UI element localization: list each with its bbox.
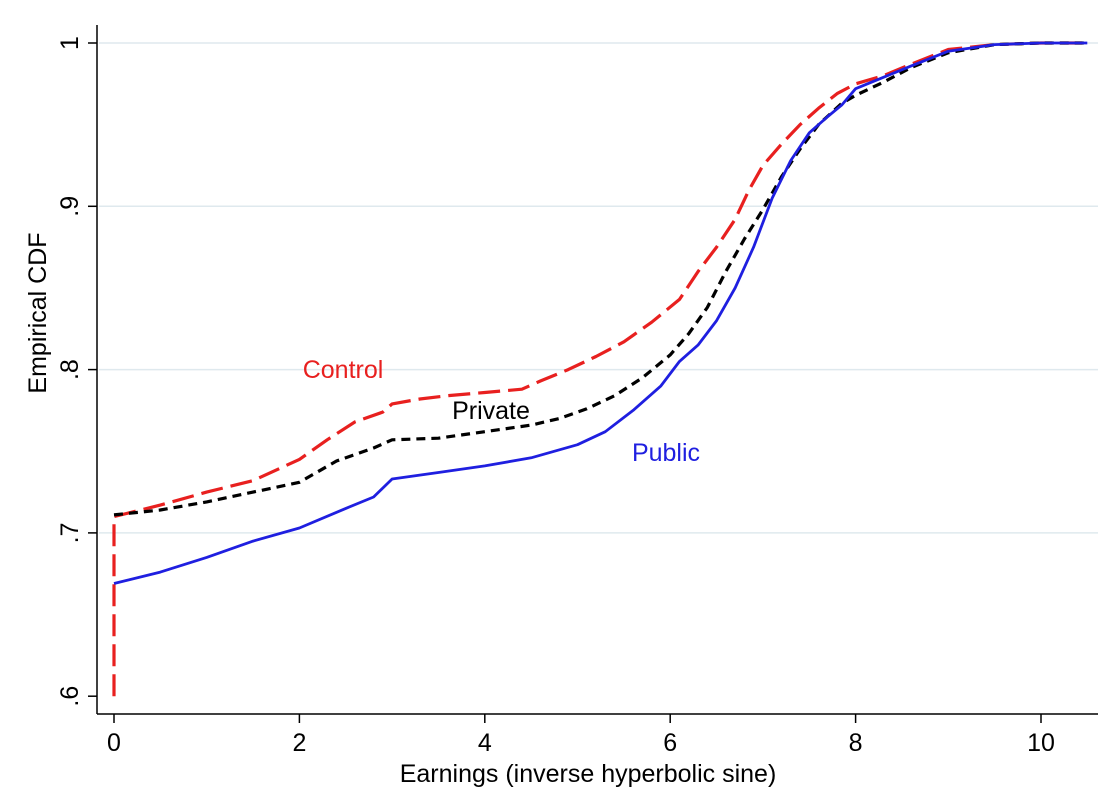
series-label-public: Public — [632, 439, 700, 467]
series-line-public — [113, 41, 1088, 585]
series-line-control — [112, 41, 1088, 697]
y-tick-label-0: .6 — [56, 686, 84, 707]
series-line-private — [113, 41, 1088, 517]
y-axis-title: Empirical CDF — [24, 232, 52, 393]
gridlines — [99, 42, 1098, 534]
x-tick-label-0: 0 — [107, 729, 121, 757]
x-tick-label-4: 8 — [849, 729, 863, 757]
series-labels: Control Private Public — [303, 356, 700, 467]
x-tick-label-1: 2 — [292, 729, 306, 757]
x-axis-title: Earnings (inverse hyperbolic sine) — [400, 760, 777, 788]
series-label-control: Control — [303, 356, 384, 384]
x-tick-label-3: 6 — [663, 729, 677, 757]
y-tick-label-1: .7 — [56, 522, 84, 543]
x-tick-label-2: 4 — [478, 729, 492, 757]
series-lines — [112, 41, 1088, 697]
y-tick-label-4: 1 — [56, 36, 84, 50]
x-tick-label-5: 10 — [1027, 729, 1055, 757]
y-tick-label-2: .8 — [56, 359, 84, 380]
axes: .6.7.8.910 2 4 6 8 10 — [56, 25, 1098, 757]
series-label-private: Private — [452, 397, 530, 425]
y-tick-label-3: .9 — [56, 196, 84, 217]
